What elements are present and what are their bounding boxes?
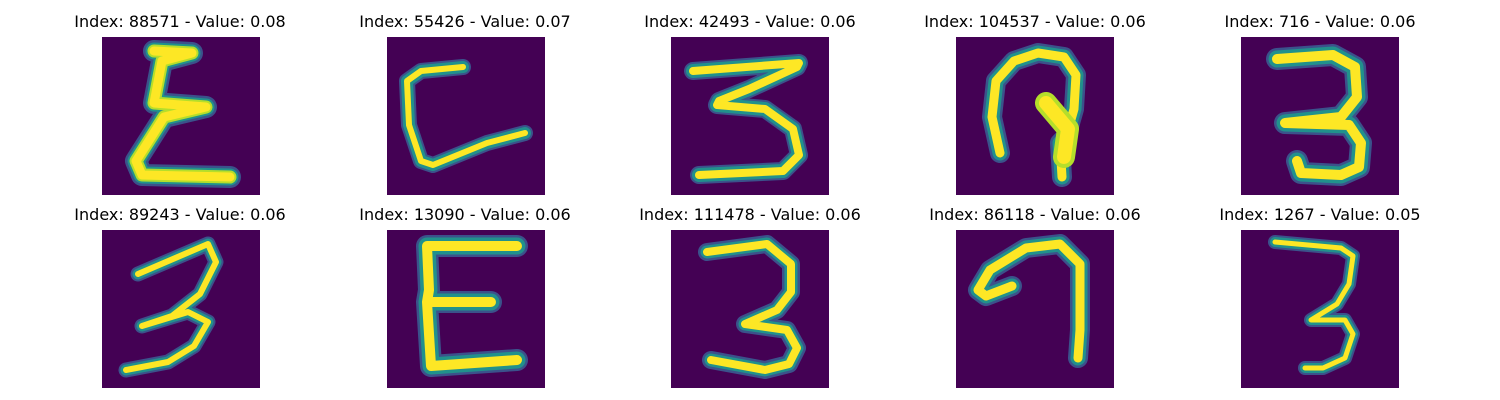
digit-image-hook-stroke xyxy=(387,37,545,195)
panel-title: Index: 716 - Value: 0.06 xyxy=(1224,12,1416,31)
panel-title: Index: 111478 - Value: 0.06 xyxy=(639,205,861,224)
digit-image-rotated-3-e xyxy=(387,230,545,388)
panel-title: Index: 89243 - Value: 0.06 xyxy=(74,205,286,224)
digit-image-curled-hook xyxy=(956,230,1114,388)
digit-image-rotated-3-sigma xyxy=(102,37,260,195)
panel-title: Index: 55426 - Value: 0.07 xyxy=(359,12,571,31)
digit-image-three xyxy=(1241,230,1399,388)
panel-title: Index: 13090 - Value: 0.06 xyxy=(359,205,571,224)
panel-title: Index: 104537 - Value: 0.06 xyxy=(924,12,1146,31)
panel-title: Index: 88571 - Value: 0.08 xyxy=(74,12,286,31)
digit-image-three xyxy=(671,230,829,388)
digit-image-three xyxy=(671,37,829,195)
digit-image-curled-hook xyxy=(956,37,1114,195)
panel-title: Index: 1267 - Value: 0.05 xyxy=(1219,205,1421,224)
panel-title: Index: 86118 - Value: 0.06 xyxy=(929,205,1141,224)
digit-image-three xyxy=(1241,37,1399,195)
panel-title: Index: 42493 - Value: 0.06 xyxy=(644,12,856,31)
digit-image-three xyxy=(102,230,260,388)
